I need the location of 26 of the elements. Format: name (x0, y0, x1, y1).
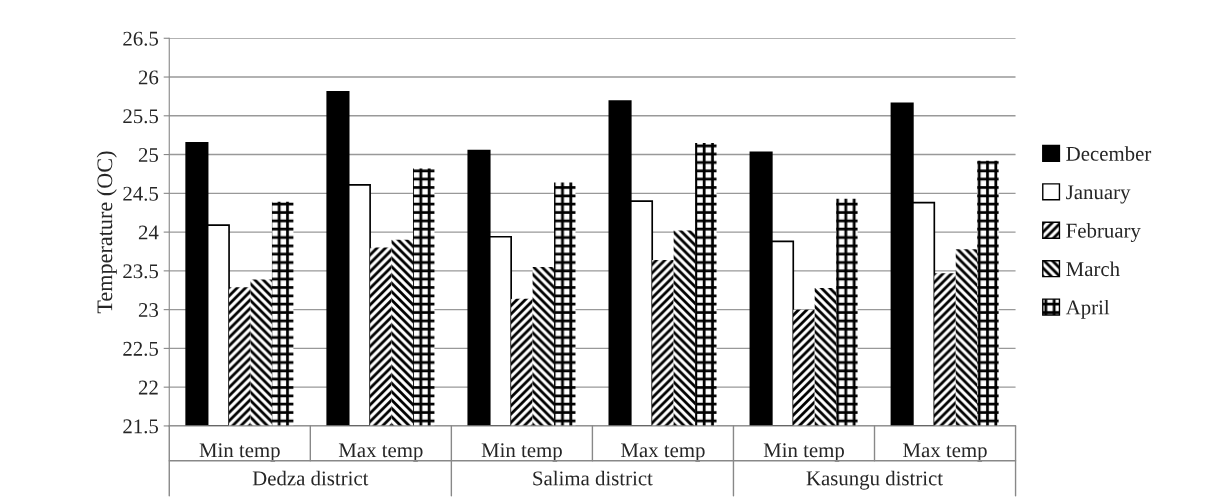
text: Salima district (533, 470, 653, 486)
x-tick-label: Min temp (763, 443, 844, 462)
y-tick-label: 23.5 (123, 264, 159, 279)
legend-label: March (1066, 261, 1120, 277)
y-tick-label: 24 (138, 225, 159, 240)
y-axis-title: Temperature (OC) (96, 151, 117, 314)
legend-label: December (1066, 146, 1152, 161)
text: Dedza district (252, 470, 369, 486)
y-tick-label: 26 (138, 70, 159, 85)
text: Kasungu district (806, 470, 943, 490)
y-tick-label: 21.5 (123, 419, 159, 434)
y-tick-label: 23 (138, 303, 159, 318)
x-tick-label: Max temp (903, 443, 987, 462)
y-tick-label: 25.5 (123, 109, 159, 124)
x-tick-label: Min temp (199, 443, 280, 462)
legend-label: April (1065, 299, 1110, 319)
y-tick-label: 22.5 (123, 341, 159, 356)
y-tick-label: 22 (138, 380, 158, 395)
x-tick-label: Max temp (621, 443, 705, 462)
legend-label: February (1066, 223, 1141, 242)
y-tick-label: 26.5 (123, 31, 159, 46)
y-tick-label: 25 (138, 148, 159, 162)
x-tick-label: Min temp (481, 443, 562, 462)
x-tick-label: Max temp (338, 443, 423, 462)
y-tick-label: 24.5 (123, 186, 159, 201)
legend-label: January (1066, 185, 1131, 204)
